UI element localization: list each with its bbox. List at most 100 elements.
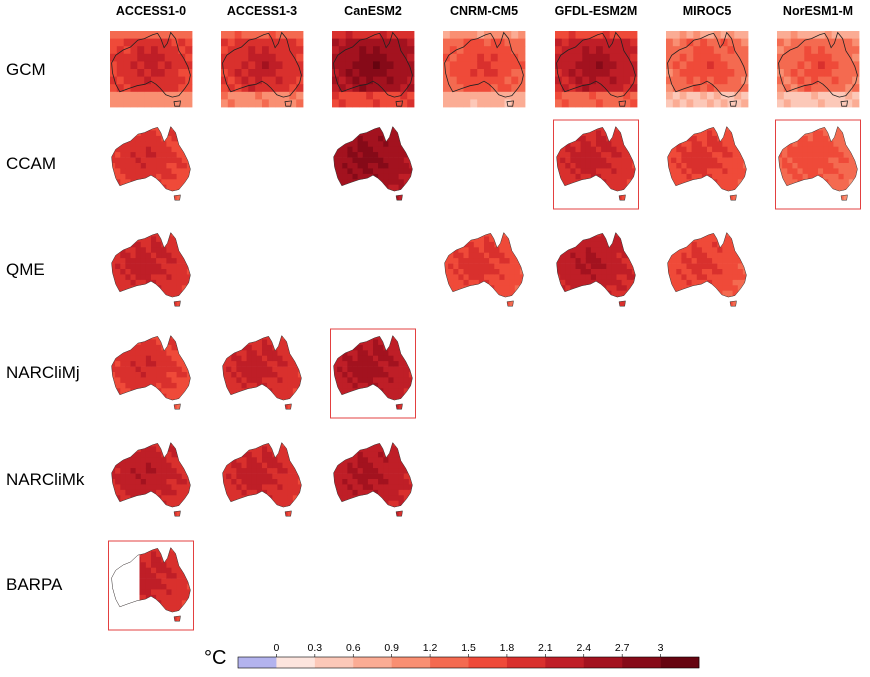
field-cell: [494, 285, 500, 292]
field-cell: [156, 567, 162, 574]
grid-cell: [845, 99, 853, 108]
field-cell: [171, 361, 177, 367]
field-cell: [560, 152, 566, 158]
field-cell: [181, 562, 188, 569]
field-cell: [621, 179, 628, 186]
field-cell: [570, 301, 576, 307]
grid-cell: [407, 99, 415, 108]
field-cell: [145, 168, 152, 175]
field-cell: [676, 236, 682, 243]
field-cell: [696, 232, 703, 237]
grid-cell: [234, 61, 242, 70]
field-cell: [696, 141, 703, 148]
field-cell: [166, 562, 172, 569]
field-cell: [337, 489, 343, 496]
grid-cell: [790, 91, 798, 100]
field-cell: [560, 168, 566, 175]
field-cell: [277, 366, 283, 373]
field-cell: [256, 377, 263, 384]
field-cell: [347, 495, 353, 502]
field-cell: [676, 126, 682, 131]
field-cell: [171, 562, 177, 569]
field-cell: [246, 462, 253, 469]
field-cell: [352, 146, 358, 153]
grid-cell: [811, 69, 819, 77]
field-cell: [342, 163, 348, 169]
field-cell: [722, 269, 728, 275]
field-cell: [388, 404, 394, 410]
grid-cell: [449, 91, 457, 100]
grid-cell: [470, 46, 478, 55]
grid-cell: [144, 38, 152, 47]
field-cell: [120, 366, 126, 373]
field-cell: [585, 301, 592, 307]
field-cell: [277, 473, 283, 480]
field-cell: [611, 296, 617, 302]
grid-cell: [255, 76, 263, 85]
grid-cell: [623, 76, 631, 85]
field-cell: [448, 269, 454, 275]
field-cell: [499, 301, 505, 307]
field-cell: [686, 269, 692, 275]
grid-cell: [456, 53, 464, 62]
field-cell: [186, 350, 191, 357]
field-cell: [494, 274, 500, 281]
field-cell: [347, 157, 353, 164]
field-cell: [611, 184, 617, 191]
field-cell: [166, 279, 172, 286]
grid-cell: [790, 84, 798, 93]
field-cell: [181, 605, 188, 612]
grid-cell: [484, 99, 492, 108]
field-cell: [631, 168, 636, 175]
grid-cell: [852, 61, 860, 70]
field-cell: [256, 344, 263, 351]
field-cell: [570, 236, 576, 243]
field-cell: [388, 195, 394, 201]
grid-cell: [227, 76, 235, 85]
field-cell: [580, 269, 587, 275]
field-cell: [161, 269, 167, 275]
field-cell: [226, 366, 232, 373]
field-cell: [590, 236, 597, 243]
field-cell: [186, 382, 191, 389]
grid-cell: [289, 53, 297, 62]
field-cell: [236, 442, 242, 447]
grid-cell: [137, 61, 145, 70]
field-cell: [362, 350, 369, 357]
field-cell: [367, 489, 374, 496]
field-cell: [373, 190, 379, 196]
grid-cell: [484, 46, 492, 55]
field-cell: [383, 372, 389, 378]
field-cell: [125, 616, 131, 622]
field-cell: [611, 190, 617, 196]
field-cell: [166, 296, 172, 302]
colorbar-tick-label: 1.8: [500, 642, 515, 654]
field-cell: [272, 495, 278, 502]
grid-cell: [407, 46, 415, 55]
field-cell: [145, 382, 152, 389]
field-cell: [362, 382, 369, 389]
field-cell: [444, 263, 449, 270]
field-cell: [848, 179, 855, 186]
field-cell: [111, 335, 116, 340]
field-cell: [570, 252, 576, 259]
grid-cell: [255, 84, 263, 93]
field-cell: [707, 168, 713, 175]
field-cell: [818, 130, 824, 137]
field-cell: [393, 473, 399, 480]
field-cell: [398, 157, 405, 164]
field-cell: [347, 404, 353, 410]
field-cell: [156, 495, 162, 502]
grid-cell: [144, 69, 152, 77]
field-cell: [156, 263, 162, 270]
field-cell: [186, 468, 191, 474]
grid-cell: [338, 69, 346, 77]
field-cell: [246, 500, 253, 507]
grid-cell: [596, 61, 604, 70]
field-cell: [236, 500, 242, 507]
field-cell: [848, 126, 855, 131]
field-cell: [333, 195, 338, 201]
grid-cell: [144, 84, 152, 93]
field-cell: [681, 173, 687, 180]
field-cell: [186, 506, 191, 512]
